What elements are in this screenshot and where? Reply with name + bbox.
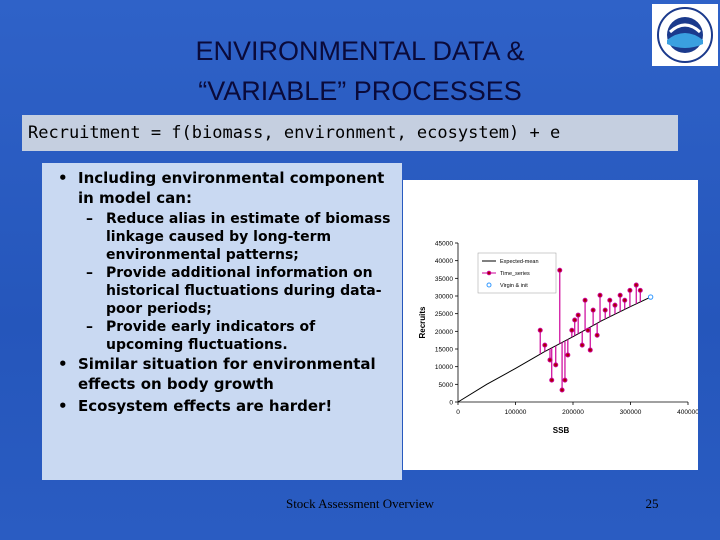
point — [582, 297, 588, 303]
x-axis-label: SSB — [553, 426, 570, 435]
sub-bullet: Reduce alias in estimate of biomass link… — [56, 210, 394, 264]
x-tick-label: 0 — [456, 409, 460, 416]
point — [549, 377, 555, 383]
point — [562, 377, 568, 383]
point — [612, 302, 618, 308]
point — [607, 297, 613, 303]
legend-label: Virgin & init — [500, 283, 528, 289]
point — [597, 292, 603, 298]
point — [542, 342, 548, 348]
slide-title: “VARIABLE” PROCESSES — [198, 76, 522, 106]
y-tick-label: 20000 — [435, 329, 453, 336]
bullet-box: Including environmental component in mod… — [42, 163, 402, 480]
chart: 0 5000 10000 15000 20000 25000 30000 35000 40000… — [418, 241, 699, 436]
bullet: Ecosystem effects are harder! — [56, 396, 394, 416]
point — [559, 387, 565, 393]
point — [537, 327, 543, 333]
x-tick-label: 300000 — [620, 409, 642, 416]
legend-label: Expected-mean — [500, 259, 539, 265]
bullet: Similar situation for environmental effe… — [56, 354, 394, 394]
y-tick-label: 25000 — [435, 311, 453, 318]
page-number: 25 — [645, 496, 659, 511]
point — [647, 294, 654, 300]
y-tick-label: 0 — [449, 400, 453, 407]
point — [572, 317, 578, 323]
y-tick-label: 10000 — [435, 364, 453, 371]
point — [637, 287, 643, 293]
y-tick-label: 35000 — [435, 276, 453, 283]
point — [585, 327, 591, 333]
chart-box: 0 5000 10000 15000 20000 25000 30000 35000 40000… — [403, 180, 699, 470]
point — [587, 347, 593, 353]
point — [602, 307, 608, 313]
point — [579, 342, 585, 348]
point — [569, 327, 575, 333]
point — [553, 362, 559, 368]
point — [627, 287, 633, 293]
logo — [652, 4, 718, 66]
x-tick-label: 100000 — [505, 409, 527, 416]
y-tick-label: 15000 — [435, 347, 453, 354]
legend-marker — [486, 270, 492, 276]
slide-title: ENVIRONMENTAL DATA & — [195, 36, 525, 66]
expected-curve — [457, 296, 651, 403]
point — [565, 352, 571, 358]
legend-marker — [486, 282, 492, 288]
y-tick-label: 5000 — [439, 382, 454, 389]
point — [633, 282, 639, 288]
point — [590, 307, 596, 313]
point — [547, 357, 553, 363]
x-tick-label: 200000 — [562, 409, 584, 416]
point — [594, 332, 600, 338]
legend-label: Time_series — [500, 271, 530, 277]
y-tick-label: 30000 — [435, 294, 453, 301]
sub-bullet: Provide early indicators of upcoming flu… — [56, 318, 394, 354]
point — [617, 292, 623, 298]
equation: Recruitment = f(biomass, environment, ec… — [22, 115, 678, 151]
point — [575, 312, 581, 318]
footer: Stock Assessment Overview — [285, 496, 435, 511]
y-tick-label: 40000 — [435, 258, 453, 265]
bullet: Including environmental component in mod… — [56, 168, 394, 208]
sub-bullet: Provide additional information on histor… — [56, 264, 394, 318]
y-axis-label: Recruits — [418, 306, 427, 339]
point — [557, 267, 563, 273]
x-tick-label: 400000 — [677, 409, 698, 416]
point — [622, 297, 628, 303]
y-tick-label: 45000 — [435, 241, 453, 248]
